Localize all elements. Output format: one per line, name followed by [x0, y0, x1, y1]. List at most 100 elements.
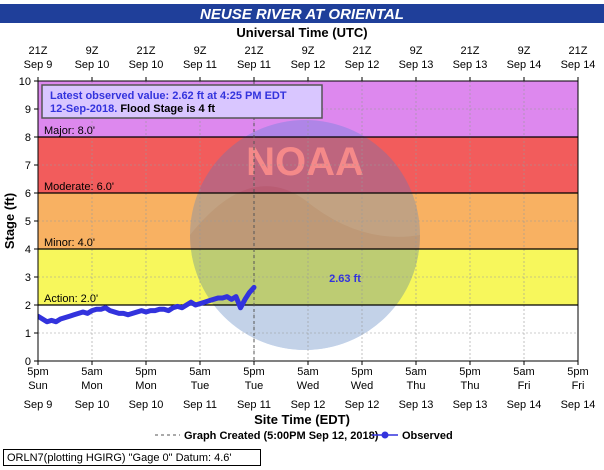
bottom-tick-label: 5am: [81, 366, 102, 378]
top-tick-date: Sep 10: [129, 59, 164, 71]
observed-point: [81, 310, 85, 314]
top-tick-date: Sep 9: [24, 59, 53, 71]
y-tick-label: 6: [25, 188, 31, 200]
top-tick-date: Sep 12: [345, 59, 380, 71]
bottom-tick-label: 5am: [513, 366, 534, 378]
bottom-tick-label: Wed: [351, 380, 373, 392]
top-tick-label: 9Z: [302, 45, 315, 57]
observed-point: [67, 314, 72, 319]
top-tick-date: Sep 14: [507, 59, 542, 71]
bottom-tick-label: Sep 14: [561, 399, 596, 411]
top-tick-label: 21Z: [461, 45, 480, 57]
bottom-tick-label: Mon: [81, 380, 102, 392]
y-axis-title: Stage (ft): [2, 193, 17, 249]
observed-point: [108, 308, 112, 313]
observed-point: [130, 311, 135, 316]
observed-point: [162, 307, 166, 312]
observed-point: [247, 290, 252, 295]
y-tick-label: 2: [25, 300, 31, 312]
bottom-tick-label: Sep 12: [291, 399, 326, 411]
observed-point: [58, 317, 63, 321]
observed-point: [103, 305, 108, 310]
svg-text:NOAA: NOAA: [246, 140, 364, 184]
y-tick-label: 4: [25, 244, 31, 256]
top-tick-label: 9Z: [194, 45, 207, 57]
top-tick-date: Sep 13: [453, 59, 488, 71]
top-tick-date: Sep 10: [75, 59, 110, 71]
top-tick-label: 9Z: [518, 45, 531, 57]
bottom-tick-label: Fri: [518, 380, 531, 392]
top-tick-label: 21Z: [353, 45, 372, 57]
observed-point: [243, 297, 247, 302]
observed-point: [202, 300, 207, 305]
title-bar: [0, 4, 604, 23]
observed-point: [121, 311, 126, 316]
noaa-watermark-logo: NOAA: [190, 120, 420, 350]
observed-point: [144, 310, 148, 314]
chart-title: NEUSE RIVER AT ORIENTAL: [200, 6, 404, 23]
bottom-tick-label: Sun: [28, 380, 48, 392]
x-axis-title: Site Time (EDT): [254, 412, 350, 427]
bottom-tick-label: 5pm: [567, 366, 588, 378]
observed-point: [99, 307, 103, 312]
bottom-tick-label: Thu: [407, 380, 426, 392]
bottom-tick-label: 5pm: [135, 366, 156, 378]
observed-point: [198, 301, 202, 306]
observed-point: [234, 294, 238, 299]
top-tick-label: 21Z: [245, 45, 264, 57]
top-tick-date: Sep 11: [237, 59, 271, 71]
latest-value-date: 12-Sep-2018.: [50, 103, 117, 115]
latest-value-line1: Latest observed value: 2.62 ft at 4:25 P…: [50, 90, 287, 102]
flood-category-label: Action: 2.0': [44, 293, 98, 305]
latest-value-box: Latest observed value: 2.62 ft at 4:25 P…: [41, 84, 323, 119]
y-tick-label: 9: [25, 104, 31, 116]
legend-observed-marker: [381, 431, 389, 439]
top-tick-label: 21Z: [137, 45, 156, 57]
observed-point: [139, 308, 144, 313]
y-tick-label: 10: [19, 76, 31, 88]
bottom-tick-label: Mon: [135, 380, 156, 392]
observed-point: [216, 296, 220, 300]
bottom-tick-label: Sep 10: [75, 399, 110, 411]
flood-category-label: Minor: 4.0': [44, 237, 95, 249]
bottom-tick-label: Sep 12: [345, 399, 380, 411]
bottom-tick-label: Thu: [461, 380, 480, 392]
bottom-tick-label: 5pm: [459, 366, 480, 378]
observed-point: [126, 312, 130, 317]
observed-point: [94, 307, 99, 312]
observed-point: [225, 294, 229, 299]
top-tick-label: 21Z: [29, 45, 48, 57]
top-tick-label: 9Z: [410, 45, 423, 57]
flood-category-label: Moderate: 6.0': [44, 181, 114, 193]
observed-point: [117, 311, 121, 316]
flood-stage-note: Flood Stage is 4 ft: [117, 103, 215, 115]
datum-caption: ORLN7(plotting HGIRG) "Gage 0" Datum: 4.…: [3, 449, 261, 466]
bottom-tick-label: 5am: [189, 366, 210, 378]
bottom-tick-label: Fri: [572, 380, 585, 392]
bottom-tick-label: Tue: [245, 380, 264, 392]
observed-point: [40, 317, 45, 321]
y-tick-label: 3: [25, 272, 31, 284]
observed-point: [49, 318, 54, 323]
observed-point: [153, 308, 157, 313]
bottom-tick-label: Sep 11: [183, 399, 217, 411]
top-tick-date: Sep 13: [399, 59, 434, 71]
y-tick-label: 1: [25, 328, 31, 340]
observed-point: [45, 319, 49, 324]
observed-point: [76, 311, 81, 316]
observed-point: [175, 304, 180, 309]
observed-point: [157, 307, 162, 312]
top-tick-date: Sep 12: [291, 59, 326, 71]
observed-point: [238, 305, 243, 310]
legend-created-label: Graph Created (5:00PM Sep 12, 2018): [184, 430, 379, 442]
flood-category-label: Major: 8.0': [44, 125, 95, 137]
bottom-tick-label: 5pm: [351, 366, 372, 378]
observed-point: [189, 300, 193, 305]
observed-point: [229, 297, 234, 302]
bottom-tick-label: Sep 13: [453, 399, 488, 411]
observed-point: [90, 308, 94, 313]
bottom-tick-label: Sep 14: [507, 399, 542, 411]
top-axis-title: Universal Time (UTC): [236, 25, 367, 40]
observed-point: [207, 298, 211, 303]
